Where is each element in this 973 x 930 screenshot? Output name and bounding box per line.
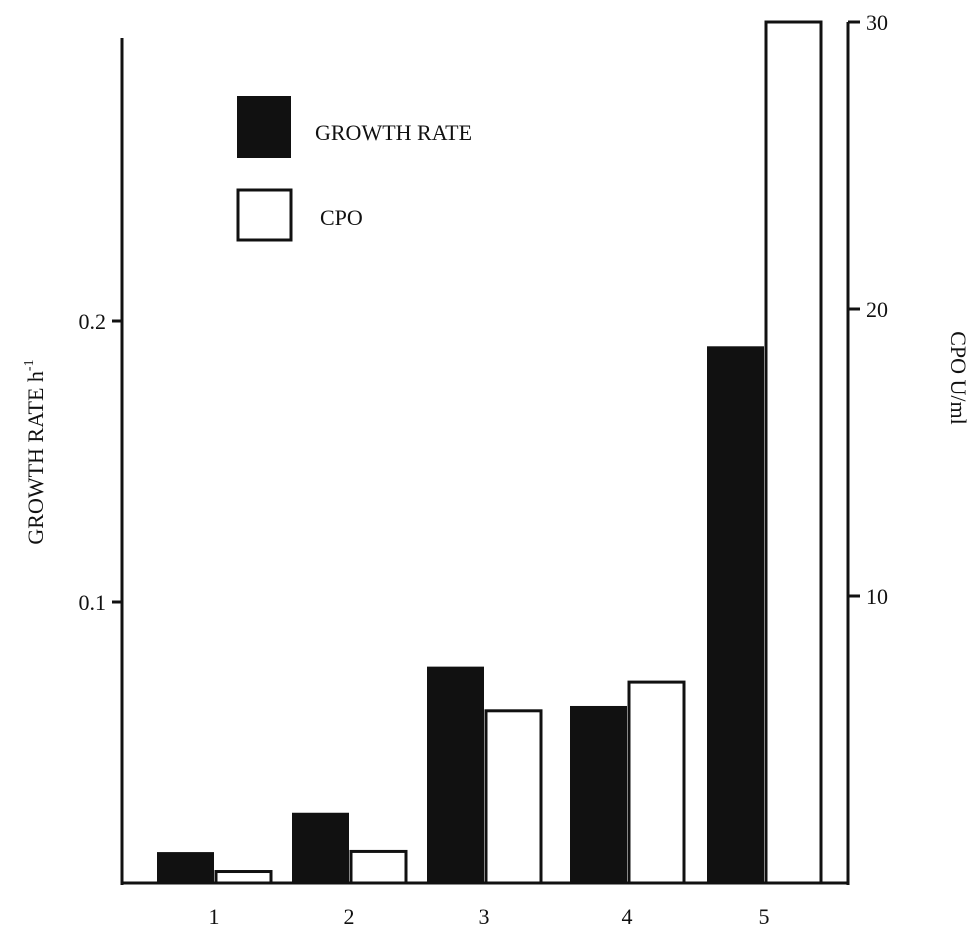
x-tick-labels: 1 2 3 4 5	[209, 904, 770, 929]
right-tick-label: 20	[866, 297, 888, 322]
bar-growth-rate-4	[570, 705, 627, 883]
x-tick-label: 2	[344, 904, 355, 929]
bar-growth-rate-1	[157, 852, 214, 883]
bars	[157, 20, 823, 885]
bar-growth-rate-2	[292, 812, 349, 883]
bar-cpo-3	[484, 709, 543, 885]
right-tick-label: 30	[866, 10, 888, 35]
legend-label-cpo: CPO	[320, 205, 363, 230]
right-axis-title: CPO U/ml	[946, 331, 971, 425]
legend: GROWTH RATE CPO	[236, 96, 472, 242]
right-axis-ticks: 10 20 30	[848, 10, 888, 609]
left-axis-title-text: GROWTH RATE h	[23, 371, 48, 545]
x-tick-label: 5	[759, 904, 770, 929]
bar-cpo-5	[764, 20, 823, 885]
left-axis-title: GROWTH RATE h-1	[22, 359, 48, 544]
bar-cpo-1	[214, 870, 273, 885]
right-tick-label: 10	[866, 584, 888, 609]
left-axis-ticks: 0.1 0.2	[79, 309, 122, 615]
x-tick-label: 4	[622, 904, 633, 929]
x-tick-label: 3	[479, 904, 490, 929]
left-tick-label: 0.1	[79, 590, 107, 615]
bar-cpo-4	[627, 680, 686, 885]
bar-growth-rate-5	[707, 346, 764, 883]
left-tick-label: 0.2	[79, 309, 107, 334]
x-tick-label: 1	[209, 904, 220, 929]
legend-label-growth-rate: GROWTH RATE	[315, 120, 472, 145]
bar-growth-rate-3	[427, 666, 484, 883]
left-axis-title-superscript: -1	[22, 359, 37, 371]
bar-cpo-2	[349, 849, 408, 885]
legend-swatch-growth-rate	[237, 96, 291, 158]
legend-swatch-cpo	[236, 188, 293, 242]
